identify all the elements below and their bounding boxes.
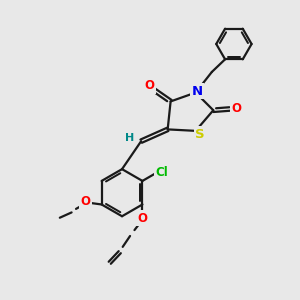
Text: H: H <box>125 133 134 142</box>
Text: O: O <box>81 195 91 208</box>
Text: O: O <box>144 79 154 92</box>
Text: Cl: Cl <box>155 166 168 179</box>
Text: S: S <box>195 128 205 141</box>
Text: O: O <box>137 212 147 225</box>
Text: N: N <box>191 85 203 98</box>
Text: O: O <box>232 102 242 115</box>
